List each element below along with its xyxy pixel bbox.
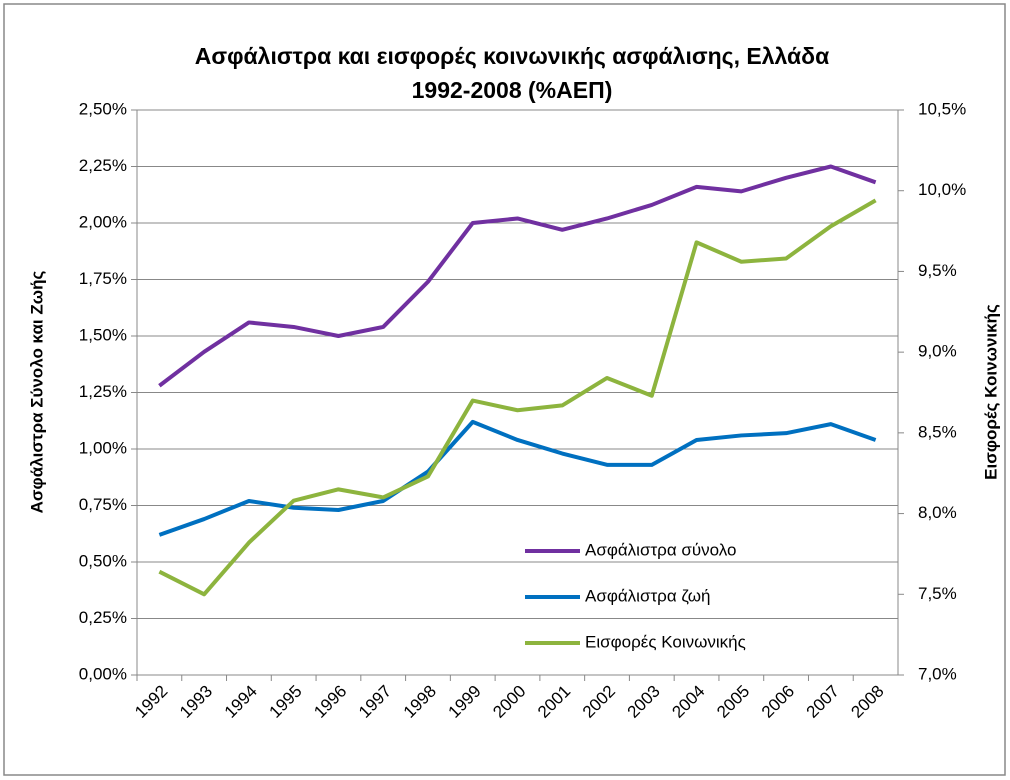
y2-tick-label: 8,0% [918, 503, 957, 522]
series-line [158, 164, 877, 388]
y2-tick-label: 10,5% [918, 99, 966, 118]
y2-tick-label: 9,5% [918, 261, 957, 280]
y-tick-label: 1,25% [79, 382, 127, 401]
y-tick-label: 1,50% [79, 325, 127, 344]
y-tick-label: 1,00% [79, 438, 127, 457]
y-tick-label: 2,25% [79, 156, 127, 175]
legend-label: Εισφορές Κοινωνικής [585, 632, 746, 651]
y2-axis-title: Εισφορές Κοινωνικής [981, 304, 1000, 480]
y-axis-title: Ασφάλιστρα Σύνολο και Ζωής [27, 271, 46, 514]
y2-tick-label: 9,0% [918, 342, 957, 361]
legend-label: Ασφάλιστρα ζωή [585, 586, 710, 605]
y-tick-label: 1,75% [79, 269, 127, 288]
chart-title: Ασφάλιστρα και εισφορές κοινωνικής ασφάλ… [195, 43, 830, 69]
y-tick-label: 0,00% [79, 664, 127, 683]
y-tick-label: 0,25% [79, 608, 127, 627]
y-tick-label: 0,75% [79, 495, 127, 514]
series-line [158, 419, 877, 537]
y-tick-label: 2,50% [79, 99, 127, 118]
y2-tick-label: 8,5% [918, 422, 957, 441]
y2-tick-label: 7,0% [918, 664, 957, 683]
y-tick-label: 0,50% [79, 551, 127, 570]
y-tick-label: 2,00% [79, 212, 127, 231]
chart-border [3, 3, 1006, 776]
legend-label: Ασφάλιστρα σύνολο [585, 540, 737, 559]
y2-tick-label: 10,0% [918, 180, 966, 199]
y2-tick-label: 7,5% [918, 584, 957, 603]
series-line [158, 198, 877, 597]
chart-title: 1992-2008 (%ΑΕΠ) [412, 77, 613, 103]
